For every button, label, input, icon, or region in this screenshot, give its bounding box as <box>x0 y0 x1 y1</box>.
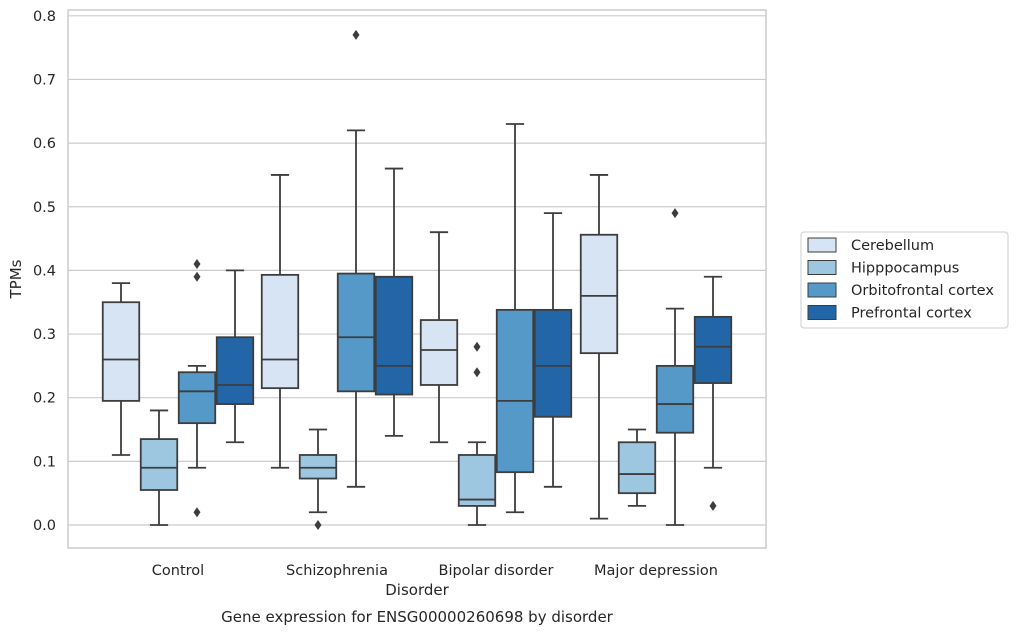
box-iqr <box>533 308 573 418</box>
box-cerebellum <box>419 231 459 444</box>
legend-swatch <box>807 305 837 320</box>
chart-caption: Gene expression for ENSG00000260698 by d… <box>221 608 614 626</box>
box-plot-series <box>101 29 733 530</box>
y-tick-label: 0.1 <box>33 454 56 470</box>
x-axis-label: Disorder <box>385 581 449 599</box>
y-tick-label: 0.0 <box>33 518 56 534</box>
box-iqr <box>457 454 497 507</box>
x-tick-label: Control <box>152 563 204 579</box>
legend-label: Hipppocampus <box>851 261 959 277</box>
y-tick-label: 0.5 <box>33 200 56 216</box>
legend-label: Cerebellum <box>851 238 934 254</box>
box-iqr <box>177 371 217 425</box>
x-tick-label: Bipolar disorder <box>439 563 554 579</box>
box-orbitofrontal-cortex <box>177 259 217 518</box>
y-axis-ticks: 0.0 0.1 0.2 0.3 0.4 0.5 0.6 0.7 0.8 <box>33 9 56 534</box>
box-iqr <box>655 364 695 434</box>
plot-area-frame <box>67 9 767 549</box>
box-iqr <box>495 308 535 474</box>
box-cerebellum <box>579 174 619 520</box>
box-iqr <box>336 272 376 393</box>
y-tick-label: 0.6 <box>33 136 56 152</box>
y-tick-label: 0.4 <box>33 263 56 279</box>
box-hipppocampus <box>298 428 338 530</box>
box-cerebellum <box>101 282 141 456</box>
y-tick-label: 0.3 <box>33 327 56 343</box>
box-hipppocampus <box>457 341 497 526</box>
box-orbitofrontal-cortex <box>495 123 535 514</box>
legend-frame <box>800 231 1009 329</box>
box-iqr <box>374 275 414 396</box>
y-tick-label: 0.7 <box>33 72 56 88</box>
outlier-point <box>193 271 201 282</box>
box-iqr <box>617 441 657 495</box>
x-axis-ticks: Control Schizophrenia Bipolar disorder Majo… <box>152 563 718 579</box>
x-tick-label: Major depression <box>594 563 718 579</box>
box-prefrontal-cortex <box>374 167 414 437</box>
box-hipppocampus <box>139 409 179 526</box>
box-iqr <box>579 233 619 355</box>
box-iqr <box>215 336 255 405</box>
y-tick-label: 0.2 <box>33 391 56 407</box>
box-iqr <box>298 454 338 480</box>
box-iqr <box>419 319 459 386</box>
outlier-point <box>709 500 717 511</box>
box-orbitofrontal-cortex <box>655 208 695 526</box>
outlier-point <box>193 507 201 518</box>
box-iqr <box>693 315 733 384</box>
outlier-point <box>473 367 481 378</box>
box-iqr <box>139 438 179 491</box>
box-prefrontal-cortex <box>215 269 255 444</box>
outlier-point <box>473 341 481 352</box>
outlier-point <box>352 29 360 40</box>
outlier-point <box>671 208 679 219</box>
legend-swatch <box>807 282 837 298</box>
box-prefrontal-cortex <box>533 212 573 488</box>
legend: Cerebellum Hipppocampus Orbitofrontal cort… <box>800 231 1009 329</box>
box-orbitofrontal-cortex <box>336 29 376 488</box>
box-prefrontal-cortex <box>693 275 733 511</box>
box-cerebellum <box>260 174 300 469</box>
legend-label: Prefrontal cortex <box>851 306 972 322</box>
outlier-point <box>193 259 201 270</box>
legend-label: Orbitofrontal cortex <box>851 283 994 299</box>
box-hipppocampus <box>617 428 657 507</box>
y-axis-label: TPMs <box>7 259 25 299</box>
legend-swatch <box>807 260 837 275</box>
box-iqr <box>101 301 141 402</box>
box-iqr <box>260 273 300 390</box>
outlier-point <box>314 520 322 530</box>
legend-swatch <box>807 237 837 253</box>
y-tick-label: 0.8 <box>33 9 56 25</box>
x-tick-label: Schizophrenia <box>286 563 388 579</box>
